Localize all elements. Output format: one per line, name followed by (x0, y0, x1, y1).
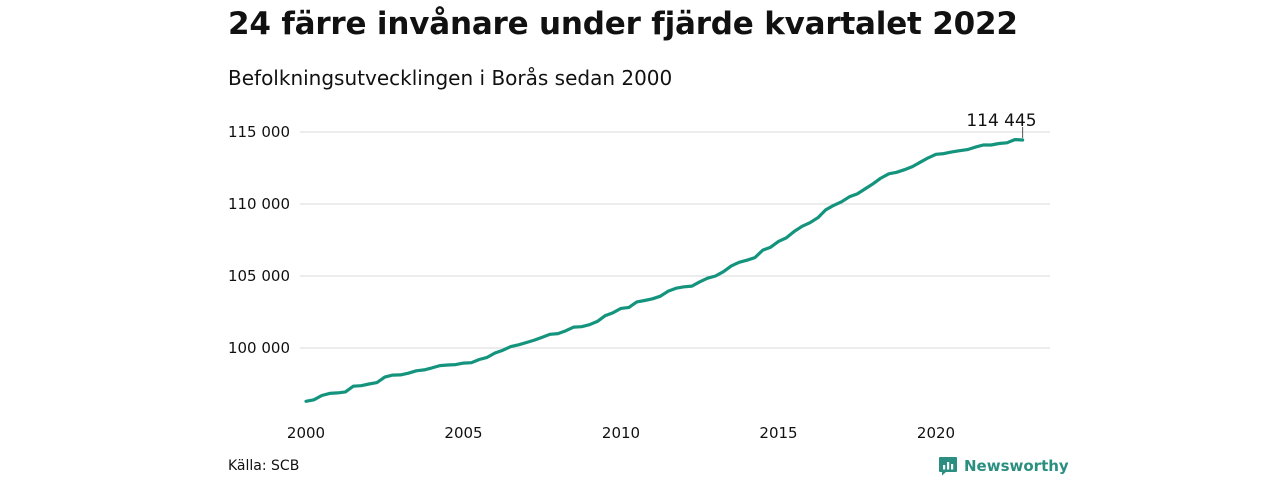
series-layer (304, 138, 1025, 403)
annotation-label: 114 445 (966, 111, 1036, 131)
x-tick-label: 2015 (759, 424, 797, 442)
brand-name: Newsworthy (964, 457, 1069, 475)
y-axis-ticks: 100 000 105 000 110 000 115 000 (228, 123, 290, 357)
x-tick-label: 2000 (287, 424, 325, 442)
chart-subtitle: Befolkningsutvecklingen i Borås sedan 20… (228, 66, 673, 90)
annotation-layer: 114 445 (966, 111, 1037, 138)
y-tick-label: 110 000 (228, 195, 290, 213)
source-label: Källa: SCB (228, 458, 300, 474)
chart-title: 24 färre invånare under fjärde kvartalet… (228, 6, 1018, 42)
x-tick-label: 2005 (444, 424, 482, 442)
y-tick-label: 100 000 (228, 339, 290, 357)
newsworthy-logo[interactable]: Newsworthy (938, 456, 1069, 476)
x-tick-label: 2010 (602, 424, 640, 442)
y-tick-label: 105 000 (228, 267, 290, 285)
x-tick-label: 2020 (917, 424, 955, 442)
series-line (304, 138, 1025, 403)
gridlines (300, 131, 1050, 349)
x-axis-ticks: 2000 2005 2010 2015 2020 (287, 424, 955, 442)
bar-chart-bubble-icon (939, 457, 957, 476)
y-tick-label: 115 000 (228, 123, 290, 141)
